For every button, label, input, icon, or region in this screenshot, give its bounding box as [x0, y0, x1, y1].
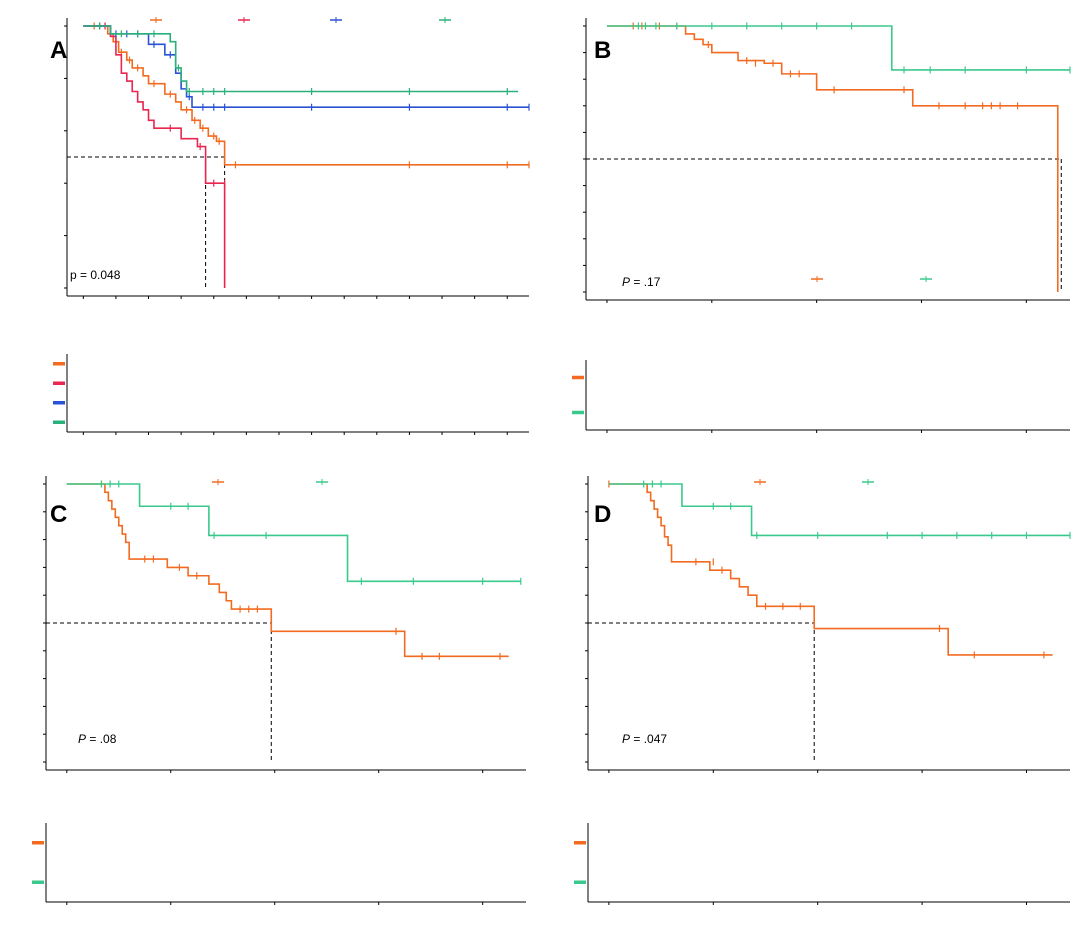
km-curve-prior	[83, 25, 226, 288]
chart-b: P = .17	[572, 18, 1071, 433]
risk-table	[53, 354, 529, 435]
km-curve-low	[66, 483, 509, 658]
p-value-text: = .17	[630, 275, 661, 289]
km-curve-low	[608, 483, 1053, 656]
p-value: P = .17	[622, 275, 661, 289]
panel-label-a: A	[50, 37, 67, 64]
chart-c: P = .08	[32, 476, 526, 905]
panel-label-c: C	[50, 501, 67, 528]
risk-table	[32, 823, 526, 905]
p-value: P = .047	[622, 732, 667, 746]
km-curve-high	[66, 483, 521, 583]
km-curve-low	[606, 25, 1059, 292]
p-value-symbol: P	[78, 732, 86, 746]
km-curve-high	[608, 483, 1070, 537]
p-value-text: = .08	[86, 732, 117, 746]
panel-label-d: D	[594, 501, 611, 528]
p-value: p = 0.048	[70, 268, 121, 282]
km-curve-bclc	[83, 25, 519, 93]
panel-label-b: B	[594, 37, 611, 64]
risk-table	[574, 823, 1070, 905]
km-curve-overall	[83, 25, 529, 166]
p-value: P = .08	[78, 732, 117, 746]
p-value-symbol: P	[622, 732, 630, 746]
km-curve-high	[606, 25, 1070, 71]
p-value-text: p = 0.048	[70, 268, 121, 282]
km-curve-no_prior	[83, 25, 529, 109]
chart-a: p = 0.048	[53, 17, 530, 435]
p-value-text: = .047	[630, 732, 667, 746]
p-value-symbol: P	[622, 275, 630, 289]
risk-table	[572, 360, 1070, 433]
chart-d: P = .047	[574, 476, 1071, 905]
